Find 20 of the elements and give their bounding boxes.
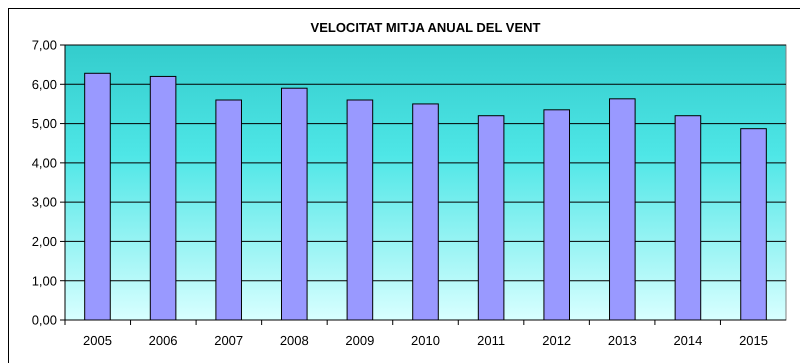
x-tick-label: 2007: [214, 333, 244, 348]
y-tick-label: 4,00: [32, 155, 57, 170]
x-tick-label: 2013: [608, 333, 637, 348]
x-tick-label: 2014: [673, 333, 702, 348]
y-tick-label: 7,00: [32, 38, 57, 53]
y-tick-label: 3,00: [32, 194, 57, 210]
y-tick-label: 6,00: [32, 76, 57, 92]
y-tick-label: 5,00: [32, 116, 57, 132]
x-tick-label: 2011: [477, 333, 506, 348]
chart-title: VELOCITAT MITJA ANUAL DEL VENT: [310, 20, 541, 35]
y-tick-label: 0,00: [32, 312, 57, 328]
y-tick-label: 1,00: [32, 273, 57, 288]
x-tick-label: 2009: [345, 333, 374, 348]
x-tick-label: 2005: [83, 333, 112, 348]
x-tick-label: 2012: [542, 333, 572, 348]
x-tick-label: 2006: [148, 333, 178, 348]
x-tick-label: 2015: [739, 333, 768, 348]
y-tick-label: 2,00: [32, 234, 57, 249]
x-tick-label: 2010: [411, 333, 440, 348]
x-tick-label: 2008: [280, 333, 309, 348]
